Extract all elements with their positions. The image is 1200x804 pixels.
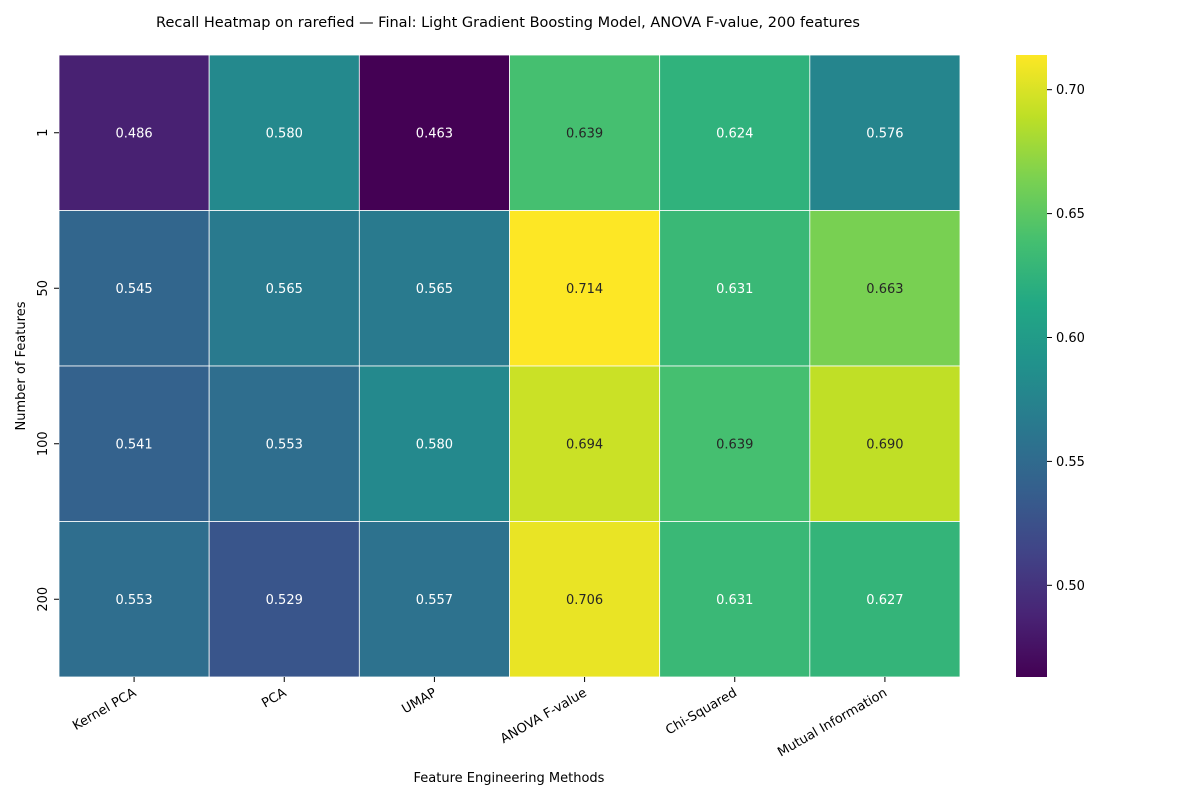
- y-tick-label: 100: [36, 431, 51, 456]
- heatmap-cell: [358, 365, 510, 522]
- colorbar-tick-label: 0.65: [1056, 207, 1085, 222]
- heatmap-cell: [208, 521, 360, 678]
- y-axis: 1 50 100 200: [36, 129, 59, 612]
- y-tick-label: 50: [36, 280, 51, 297]
- colorbar-gradient: [1016, 55, 1047, 677]
- heatmap-cell: [58, 54, 210, 211]
- cell-value-label: 0.706: [566, 593, 603, 608]
- heatmap-cell: [659, 365, 811, 522]
- heatmap-cell: [58, 365, 210, 522]
- x-tick-label: PCA: [259, 685, 289, 711]
- heatmap-cell: [358, 54, 510, 211]
- cell-value-label: 0.714: [566, 282, 603, 297]
- heatmap-cell: [208, 210, 360, 367]
- heatmap-cell: [58, 521, 210, 678]
- chart-title: Recall Heatmap on rarefied — Final: Ligh…: [156, 15, 860, 31]
- heatmap-cell: [509, 365, 661, 522]
- heatmap-cell: [809, 521, 961, 678]
- heatmap-cell: [659, 54, 811, 211]
- heatmap-cell: [358, 521, 510, 678]
- colorbar-tick-label: 0.70: [1056, 83, 1085, 98]
- y-tick-label: 1: [36, 129, 51, 137]
- cell-value-label: 0.627: [866, 593, 903, 608]
- heatmap-cell: [809, 54, 961, 211]
- x-axis: Kernel PCA PCA UMAP ANOVA F-value Chi-Square…: [70, 677, 890, 760]
- heatmap-cell: [509, 521, 661, 678]
- x-tick-label: ANOVA F-value: [498, 685, 590, 747]
- heatmap-cell: [659, 521, 811, 678]
- heatmap-cell: [509, 54, 661, 211]
- heatmap-value-labels: 0.486 0.580 0.463 0.639 0.624 0.576 0.545 0.565…: [115, 126, 903, 608]
- cell-value-label: 0.631: [716, 282, 753, 297]
- cell-value-label: 0.576: [866, 126, 903, 141]
- cell-value-label: 0.580: [266, 126, 303, 141]
- colorbar-tick-label: 0.60: [1056, 331, 1085, 346]
- heatmap-cells: [58, 54, 961, 678]
- cell-value-label: 0.663: [866, 282, 903, 297]
- heatmap-cell: [208, 365, 360, 522]
- cell-value-label: 0.565: [266, 282, 303, 297]
- colorbar: 0.50 0.55 0.60 0.65 0.70: [1016, 55, 1085, 677]
- cell-value-label: 0.541: [115, 437, 152, 452]
- colorbar-tick-label: 0.50: [1056, 579, 1085, 594]
- heatmap-cell: [58, 210, 210, 367]
- cell-value-label: 0.529: [266, 593, 303, 608]
- cell-value-label: 0.545: [115, 282, 152, 297]
- cell-value-label: 0.580: [416, 437, 453, 452]
- cell-value-label: 0.694: [566, 437, 603, 452]
- heatmap-cell: [208, 54, 360, 211]
- cell-value-label: 0.557: [416, 593, 453, 608]
- cell-value-label: 0.553: [266, 437, 303, 452]
- cell-value-label: 0.486: [115, 126, 152, 141]
- cell-value-label: 0.631: [716, 593, 753, 608]
- cell-value-label: 0.565: [416, 282, 453, 297]
- x-tick-label: Mutual Information: [775, 685, 890, 760]
- cell-value-label: 0.639: [566, 126, 603, 141]
- y-axis-label: Number of Features: [14, 301, 29, 430]
- cell-value-label: 0.553: [115, 593, 152, 608]
- x-tick-label: Chi-Squared: [663, 685, 739, 738]
- heatmap-cell: [809, 365, 961, 522]
- heatmap-cell: [509, 210, 661, 367]
- x-tick-label: Kernel PCA: [70, 685, 139, 733]
- y-tick-label: 200: [36, 587, 51, 612]
- x-axis-label: Feature Engineering Methods: [414, 771, 605, 786]
- cell-value-label: 0.463: [416, 126, 453, 141]
- cell-value-label: 0.624: [716, 126, 753, 141]
- colorbar-tick-label: 0.55: [1056, 455, 1085, 470]
- cell-value-label: 0.690: [866, 437, 903, 452]
- cell-value-label: 0.639: [716, 437, 753, 452]
- x-tick-label: UMAP: [399, 685, 439, 717]
- heatmap-cell: [809, 210, 961, 367]
